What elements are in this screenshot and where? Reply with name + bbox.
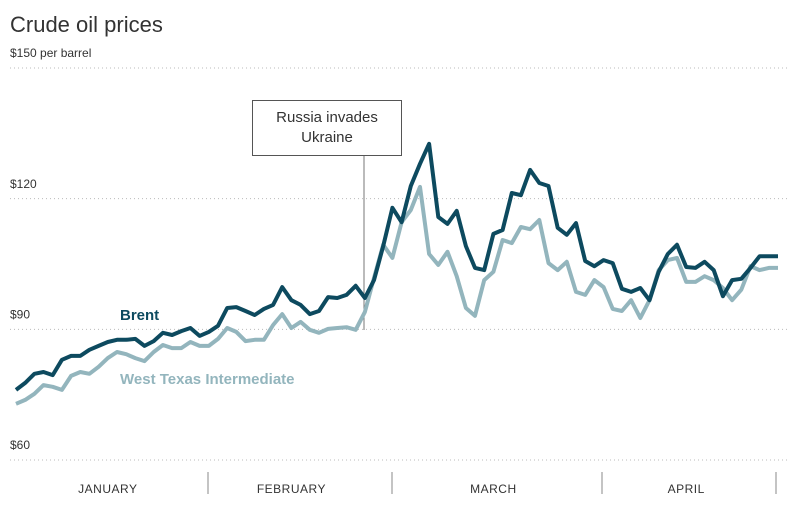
legend-label: Brent (120, 307, 159, 324)
legend-label: West Texas Intermediate (120, 371, 295, 388)
annotation: Russia invades Ukraine (252, 100, 402, 156)
y-tick-label: $60 (10, 438, 30, 452)
x-tick-label: APRIL (668, 482, 705, 496)
y-tick-label: $90 (10, 308, 30, 322)
y-tick-label: $120 (10, 177, 37, 191)
y-tick-label: $150 per barrel (10, 46, 91, 60)
x-tick-label: JANUARY (78, 482, 137, 496)
series-line (14, 141, 778, 392)
x-tick-label: MARCH (470, 482, 517, 496)
chart-title: Crude oil prices (10, 12, 163, 37)
x-tick-label: FEBRUARY (257, 482, 326, 496)
